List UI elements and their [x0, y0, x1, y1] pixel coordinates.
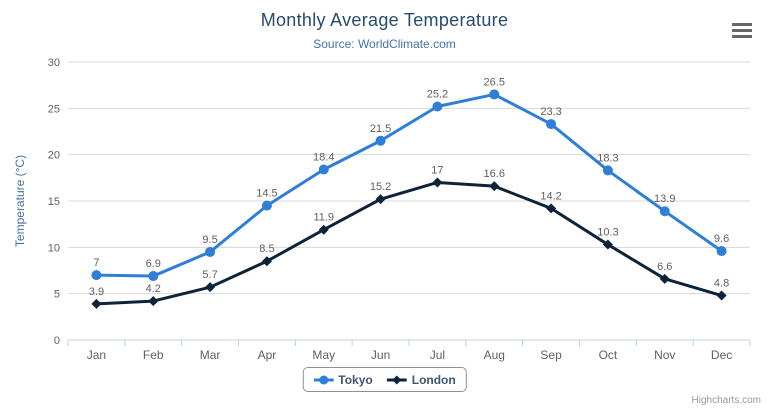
data-label: 16.6: [484, 168, 505, 180]
data-point-tokyo[interactable]: [375, 135, 386, 146]
data-label: 7: [93, 257, 99, 269]
data-point-tokyo[interactable]: [148, 271, 159, 282]
data-label: 11.9: [313, 212, 334, 224]
y-axis-label: 25: [48, 103, 60, 115]
circle-marker-icon: [313, 375, 334, 384]
y-axis-label: 10: [48, 242, 60, 254]
data-point-tokyo[interactable]: [432, 101, 443, 112]
data-label: 9.6: [714, 233, 729, 245]
hamburger-icon: [732, 22, 752, 26]
diamond-marker-icon: [386, 375, 407, 384]
data-point-london[interactable]: [91, 298, 102, 309]
data-label: 9.5: [202, 234, 217, 246]
data-point-london[interactable]: [205, 282, 216, 293]
data-point-london[interactable]: [659, 273, 670, 284]
data-point-london[interactable]: [148, 296, 159, 307]
data-label: 6.6: [657, 261, 672, 273]
data-label: 13.9: [654, 193, 675, 205]
data-point-london[interactable]: [261, 256, 272, 267]
hamburger-icon: [732, 28, 752, 32]
data-point-tokyo[interactable]: [91, 270, 102, 281]
legend: Tokyo London: [302, 367, 467, 392]
context-menu-button[interactable]: [730, 19, 754, 41]
legend-label: London: [411, 372, 456, 387]
legend-label: Tokyo: [338, 372, 373, 387]
hamburger-icon: [732, 34, 752, 38]
data-point-london[interactable]: [489, 181, 500, 192]
legend-item-tokyo[interactable]: Tokyo: [313, 372, 373, 387]
data-point-london[interactable]: [375, 194, 386, 205]
data-label: 4.8: [714, 278, 729, 290]
x-axis-label: Oct: [599, 348, 618, 362]
data-point-london[interactable]: [432, 177, 443, 188]
data-label: 15.2: [370, 181, 391, 193]
data-point-tokyo[interactable]: [261, 200, 272, 211]
data-point-london[interactable]: [716, 290, 727, 301]
x-axis-label: Mar: [200, 348, 221, 362]
data-label: 23.3: [540, 106, 561, 118]
y-axis-label: 5: [54, 289, 60, 301]
data-label: 21.5: [370, 123, 391, 135]
data-point-tokyo[interactable]: [546, 119, 557, 130]
x-axis-label: Sep: [540, 348, 562, 362]
data-label: 17: [431, 164, 443, 176]
data-label: 4.2: [146, 283, 161, 295]
data-point-tokyo[interactable]: [659, 206, 670, 217]
y-axis-label: 20: [48, 150, 60, 162]
data-point-tokyo[interactable]: [602, 165, 613, 176]
data-label: 18.3: [597, 152, 618, 164]
x-axis-label: May: [312, 348, 335, 362]
x-axis-label: Aug: [484, 348, 505, 362]
data-label: 5.7: [202, 269, 217, 281]
data-point-london[interactable]: [318, 224, 329, 235]
data-label: 6.9: [146, 258, 161, 270]
y-axis-label: 0: [54, 335, 60, 347]
x-axis-label: Jun: [371, 348, 390, 362]
data-label: 14.2: [540, 190, 561, 202]
data-label: 14.5: [256, 188, 277, 200]
x-axis-label: Dec: [711, 348, 732, 362]
series-line-london[interactable]: [94, 180, 724, 306]
chart-subtitle: Source: WorldClimate.com: [313, 37, 456, 51]
y-axis-label: 15: [48, 196, 60, 208]
data-label: 25.2: [427, 88, 448, 100]
data-label: 10.3: [597, 227, 618, 239]
data-point-tokyo[interactable]: [205, 246, 216, 257]
data-point-london[interactable]: [546, 203, 557, 214]
data-label: 3.9: [89, 286, 104, 298]
x-axis-label: Apr: [258, 348, 277, 362]
data-point-tokyo[interactable]: [318, 164, 329, 175]
x-axis-label: Nov: [654, 348, 675, 362]
series-line-tokyo[interactable]: [94, 92, 724, 278]
credits-link[interactable]: Highcharts.com: [691, 395, 761, 406]
x-axis-label: Jan: [87, 348, 106, 362]
data-label: 18.4: [313, 151, 334, 163]
x-axis-label: Feb: [143, 348, 164, 362]
data-point-tokyo[interactable]: [489, 89, 500, 100]
data-label: 8.5: [259, 243, 274, 255]
data-point-london[interactable]: [602, 239, 613, 250]
chart-title: Monthly Average Temperature: [260, 10, 509, 30]
legend-item-london[interactable]: London: [386, 372, 456, 387]
y-axis-label: 30: [48, 57, 60, 69]
data-label: 26.5: [484, 76, 505, 88]
x-axis-label: Jul: [430, 348, 445, 362]
data-point-tokyo[interactable]: [716, 246, 727, 257]
